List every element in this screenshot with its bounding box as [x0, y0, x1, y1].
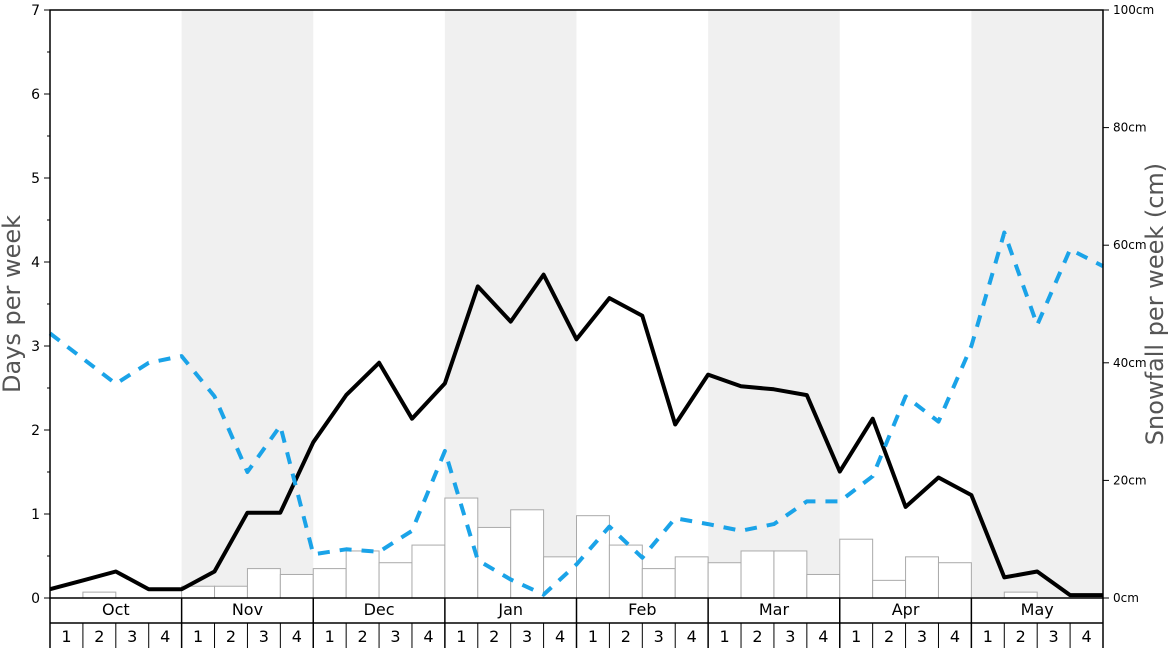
left-tick-label: 4 [31, 255, 40, 271]
week-label: 2 [489, 627, 499, 646]
y-axis-label-left: Days per week [0, 215, 26, 393]
bar [510, 509, 545, 599]
month-label-nov: Nov [232, 600, 263, 619]
bar [905, 556, 939, 599]
week-label: 1 [193, 627, 203, 646]
solid-series-line [49, 272, 1103, 598]
bar [378, 562, 413, 599]
month-band-mar [708, 10, 840, 598]
left-tick-label: 2 [31, 423, 40, 439]
bar [214, 585, 248, 599]
right-tick-label: 0cm [1113, 591, 1139, 605]
bar [411, 544, 446, 599]
week-label: 1 [325, 627, 335, 646]
right-tick-label: 20cm [1113, 473, 1147, 487]
week-label: 3 [390, 627, 400, 646]
week-label: 1 [456, 627, 466, 646]
bar [477, 526, 512, 599]
month-label-feb: Feb [628, 600, 656, 619]
week-label: 3 [654, 627, 664, 646]
bar [1003, 591, 1038, 599]
week-label: 3 [259, 627, 269, 646]
month-band-may [971, 10, 1103, 598]
week-label: 2 [1016, 627, 1026, 646]
bar [806, 573, 841, 599]
week-label: 3 [1049, 627, 1059, 646]
month-label-oct: Oct [102, 600, 130, 619]
month-band-nov [181, 10, 314, 598]
week-label: 1 [983, 627, 993, 646]
bar [82, 591, 117, 599]
y-axis-label-right: Snowfall per week (cm) [1141, 163, 1168, 445]
x-axis-table: Oct 1 2 3 4 Nov 1 2 3 4 Dec 1 2 3 4 Jan 1 2 3 4 Feb 1 2 3 4 Mar 1 2… [49, 598, 1104, 648]
right-axis: 0cm 20cm 40cm 60cm 80cm 100cm [1103, 3, 1154, 605]
week-label: 2 [358, 627, 368, 646]
month-label-apr: Apr [892, 600, 920, 619]
bar [740, 550, 775, 599]
left-tick-label: 7 [31, 3, 40, 19]
week-label: 2 [621, 627, 631, 646]
week-label: 4 [555, 627, 565, 646]
left-tick-label: 1 [31, 507, 40, 523]
week-label: 2 [94, 627, 104, 646]
left-tick-label: 6 [31, 87, 40, 103]
bar [279, 573, 314, 599]
month-label-dec: Dec [364, 600, 395, 619]
bar [707, 562, 742, 599]
week-label: 2 [884, 627, 894, 646]
bar [641, 568, 676, 599]
week-label: 4 [160, 627, 170, 646]
bar [872, 579, 907, 599]
left-tick-label: 3 [31, 339, 40, 355]
week-label: 3 [917, 627, 927, 646]
bar [312, 568, 347, 599]
bar [937, 562, 972, 599]
week-label: 2 [752, 627, 762, 646]
left-axis: 0 1 2 3 4 5 6 7 [31, 3, 50, 607]
month-label-jan: Jan [497, 600, 523, 619]
month-label-may: May [1021, 600, 1054, 619]
week-label: 1 [719, 627, 729, 646]
dashed-series-line [48, 230, 1104, 597]
week-label: 1 [61, 627, 71, 646]
week-label: 4 [1081, 627, 1091, 646]
left-tick-label: 5 [31, 171, 40, 187]
data-lines [48, 230, 1104, 598]
bar [674, 556, 709, 599]
bar [246, 568, 281, 599]
bar [839, 538, 874, 599]
week-label: 4 [818, 627, 828, 646]
week-label: 4 [292, 627, 302, 646]
right-tick-label: 100cm [1113, 3, 1154, 17]
week-label: 4 [950, 627, 960, 646]
week-label: 2 [226, 627, 236, 646]
right-tick-label: 40cm [1113, 356, 1147, 370]
left-tick-label: 0 [31, 591, 40, 607]
right-tick-label: 80cm [1113, 121, 1147, 135]
week-label: 3 [127, 627, 137, 646]
bar [345, 550, 380, 599]
week-label: 4 [423, 627, 433, 646]
month-label-mar: Mar [759, 600, 790, 619]
bar [773, 550, 808, 599]
week-label: 1 [851, 627, 861, 646]
week-label: 4 [687, 627, 697, 646]
right-tick-label: 60cm [1113, 238, 1147, 252]
week-label: 1 [588, 627, 598, 646]
week-label: 3 [785, 627, 795, 646]
week-label: 3 [522, 627, 532, 646]
month-shading-bands [181, 10, 1103, 598]
